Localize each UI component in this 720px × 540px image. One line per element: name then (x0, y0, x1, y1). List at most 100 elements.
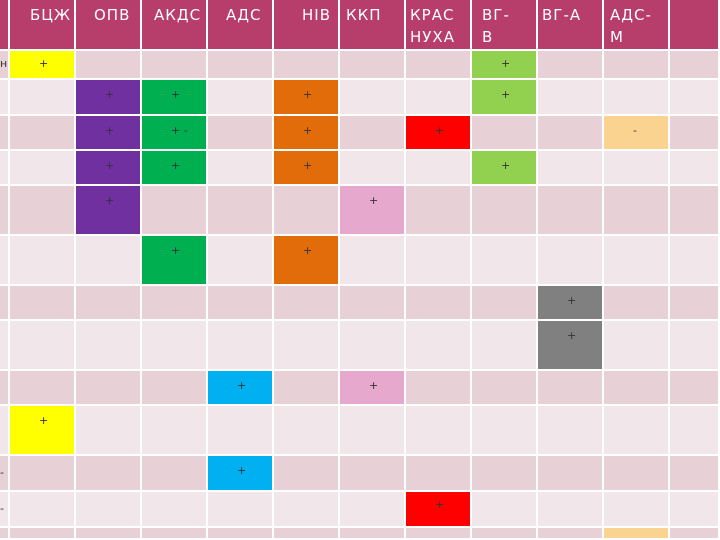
header-label: ККП (346, 6, 382, 24)
table-cell (604, 151, 670, 186)
table-cell: + - (142, 116, 208, 151)
table-cell (604, 286, 670, 321)
table-cell (274, 186, 340, 236)
table-cell (538, 51, 604, 80)
table-cell: + (538, 321, 604, 371)
table-cell (406, 236, 472, 286)
table-cell: + (406, 116, 472, 151)
table-cell: + (538, 286, 604, 321)
table-cell (208, 151, 274, 186)
table-cell (604, 406, 670, 456)
table-cell (406, 406, 472, 456)
table-row: + + - + + - (0, 116, 720, 151)
table-cell (604, 456, 670, 492)
table-cell: + (406, 492, 472, 528)
header-label: АКДС (154, 6, 202, 24)
table-cell (670, 151, 720, 186)
table-cell (76, 51, 142, 80)
table-cell (10, 456, 76, 492)
header-label: ВГ- В (482, 6, 510, 46)
table-cell (208, 80, 274, 116)
table-cell (340, 116, 406, 151)
table-cell: - (0, 492, 10, 528)
table-cell (76, 321, 142, 371)
table-cell (76, 456, 142, 492)
header-label: БЦЖ (30, 6, 72, 24)
header-label: АДС (226, 6, 262, 24)
table-cell (406, 321, 472, 371)
table-cell (670, 116, 720, 151)
table-row: + (0, 286, 720, 321)
table-cell (10, 236, 76, 286)
table-cell (10, 492, 76, 528)
table-cell: + (142, 80, 208, 116)
cell-mark: + (567, 294, 577, 307)
table-cell (670, 286, 720, 321)
cell-mark: + (39, 57, 49, 70)
table-cell (670, 371, 720, 406)
table-cell (0, 406, 10, 456)
table-cell (142, 456, 208, 492)
table-cell (0, 116, 10, 151)
table-cell (274, 406, 340, 456)
table-cell (208, 321, 274, 371)
table-cell (76, 286, 142, 321)
table-cell: + (208, 456, 274, 492)
table-cell (274, 371, 340, 406)
table-cell (274, 286, 340, 321)
table-cell (406, 80, 472, 116)
table-cell (472, 116, 538, 151)
table-cell: + (274, 116, 340, 151)
table-cell (340, 286, 406, 321)
table-cell (208, 186, 274, 236)
table-cell (604, 80, 670, 116)
table-cell (10, 528, 76, 540)
table-row: + + + + (0, 80, 720, 116)
table-cell (142, 51, 208, 80)
table-row: + + (0, 371, 720, 406)
table-row (0, 528, 720, 540)
table-cell (538, 116, 604, 151)
table-cell (604, 321, 670, 371)
table-cell: - (0, 456, 10, 492)
table-row: - + (0, 492, 720, 528)
table-row: н + + (0, 51, 720, 80)
table-cell: + (472, 51, 538, 80)
cell-mark: + (39, 414, 49, 427)
header-label: ВГ-А (542, 6, 582, 24)
table-cell: + (10, 406, 76, 456)
table-cell (274, 492, 340, 528)
table-cell: + (274, 80, 340, 116)
cell-mark: + (303, 88, 313, 101)
table-cell (538, 80, 604, 116)
table-cell (670, 80, 720, 116)
table-cell (0, 236, 10, 286)
table-cell: + (142, 151, 208, 186)
cell-mark: + (105, 194, 115, 207)
table-cell (340, 321, 406, 371)
cell-mark: + - (171, 124, 188, 137)
table-cell (274, 321, 340, 371)
cell-mark: + (303, 159, 313, 172)
table-cell (208, 116, 274, 151)
table-cell (340, 528, 406, 540)
table-cell (406, 186, 472, 236)
table-row: + + (0, 186, 720, 236)
row-label: н (0, 57, 8, 70)
table-cell (604, 51, 670, 80)
table-cell (340, 80, 406, 116)
table-row: + (0, 321, 720, 371)
table-cell (538, 528, 604, 540)
header-cell: КРАС НУХА (406, 0, 472, 51)
table-cell (670, 406, 720, 456)
table-cell: + (472, 80, 538, 116)
table-cell (274, 51, 340, 80)
table-cell (142, 286, 208, 321)
table-cell (406, 456, 472, 492)
cell-mark: + (435, 124, 445, 137)
table-cell (208, 406, 274, 456)
cell-mark: + (105, 124, 115, 137)
table-cell (472, 492, 538, 528)
table-cell (604, 186, 670, 236)
